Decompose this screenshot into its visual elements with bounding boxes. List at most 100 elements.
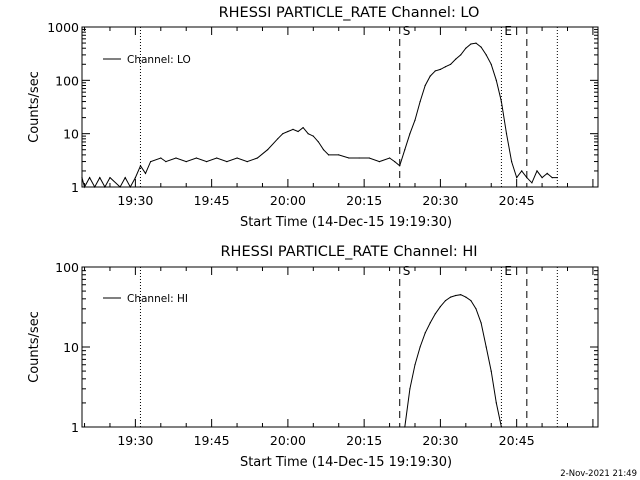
y-tick-label: 100 <box>55 73 79 88</box>
y-tick-label: 10 <box>63 127 79 142</box>
y-tick-label: 10 <box>63 340 79 355</box>
data-point <box>236 157 238 159</box>
data-point <box>267 149 269 151</box>
data-point <box>556 177 558 179</box>
y-axis-label-hi: Counts/sec <box>27 311 42 383</box>
data-point <box>475 42 477 44</box>
data-point <box>409 388 411 390</box>
data-point <box>419 101 421 103</box>
data-point <box>511 161 513 163</box>
data-point <box>536 170 538 172</box>
data-point <box>485 346 487 348</box>
data-point <box>434 313 436 315</box>
data-point <box>307 133 309 135</box>
y-axis-label-lo: Counts/sec <box>27 71 42 143</box>
x-tick-label: 20:15 <box>346 433 382 448</box>
y-tick-label: 1000 <box>47 20 79 35</box>
data-point <box>81 177 83 179</box>
data-point <box>439 306 441 308</box>
data-point <box>480 322 482 324</box>
legend-label-hi: Channel: HI <box>127 293 188 305</box>
data-point <box>480 46 482 48</box>
data-point <box>495 79 497 81</box>
data-point <box>94 186 96 188</box>
data-point <box>404 426 406 428</box>
data-point <box>195 157 197 159</box>
x-tick-label: 20:00 <box>270 193 306 208</box>
data-point <box>424 332 426 334</box>
data-point <box>551 177 553 179</box>
data-point <box>226 161 228 163</box>
data-point <box>450 63 452 65</box>
marker-label: E <box>504 264 512 278</box>
chart-title-lo: RHESSI PARTICLE_RATE Channel: LO <box>219 5 480 21</box>
data-point <box>312 135 314 137</box>
data-point <box>165 161 167 163</box>
data-point <box>256 157 258 159</box>
data-point <box>338 154 340 156</box>
y-tick-label: 100 <box>55 260 79 275</box>
data-point <box>317 141 319 143</box>
data-point <box>277 138 279 140</box>
data-point <box>216 157 218 159</box>
chart-panel-hi: RHESSI PARTICLE_RATE Channel: HI Start T… <box>27 244 599 470</box>
data-point <box>429 322 431 324</box>
data-point <box>104 186 106 188</box>
legend-label-lo: Channel: LO <box>127 54 191 66</box>
data-point <box>409 133 411 135</box>
data-point <box>89 177 91 179</box>
series-line <box>404 294 502 428</box>
data-point <box>429 75 431 77</box>
data-point <box>460 294 462 296</box>
data-point <box>378 161 380 163</box>
data-point <box>246 161 248 163</box>
x-tick-label: 19:30 <box>117 433 153 448</box>
data-point <box>500 101 502 103</box>
x-tick-label: 20:30 <box>422 193 458 208</box>
data-point <box>414 364 416 366</box>
x-axis-label-hi: Start Time (14-Dec-15 19:19:30) <box>240 455 452 470</box>
data-point <box>470 43 472 45</box>
data-point <box>302 127 304 129</box>
data-point <box>83 186 86 188</box>
data-point <box>490 63 492 65</box>
data-point <box>399 165 401 167</box>
data-point <box>297 130 299 133</box>
y-tick-label: 1 <box>71 180 79 195</box>
data-point <box>531 182 533 184</box>
data-point <box>424 84 426 87</box>
data-point <box>99 177 101 179</box>
data-point <box>455 294 457 297</box>
data-point <box>414 119 416 121</box>
data-point <box>368 157 370 159</box>
data-point <box>465 47 467 49</box>
data-point <box>470 300 472 302</box>
data-point <box>465 296 467 298</box>
data-point <box>109 177 111 179</box>
data-point <box>394 161 396 163</box>
data-point <box>460 54 462 56</box>
data-point <box>490 370 492 372</box>
chart-title-hi: RHESSI PARTICLE_RATE Channel: HI <box>220 244 477 260</box>
data-point <box>541 177 543 179</box>
data-point <box>546 172 548 174</box>
footer-timestamp: 2-Nov-2021 21:49 <box>560 469 637 479</box>
x-tick-label: 20:45 <box>499 433 535 448</box>
data-point <box>185 161 187 163</box>
data-point <box>450 296 452 298</box>
x-tick-label: 20:45 <box>499 193 535 208</box>
plot-frame <box>81 26 599 188</box>
data-point <box>124 177 126 179</box>
data-point <box>439 68 441 70</box>
data-point <box>434 70 436 72</box>
x-tick-label: 20:30 <box>422 433 458 448</box>
data-point <box>150 161 152 163</box>
data-point <box>119 186 121 188</box>
data-point <box>160 157 162 159</box>
data-point <box>282 133 284 135</box>
x-tick-label: 19:45 <box>194 193 230 208</box>
y-tick-label: 1 <box>71 420 79 435</box>
marker-label: S <box>403 264 411 278</box>
data-point <box>526 177 528 179</box>
data-point <box>389 157 391 159</box>
